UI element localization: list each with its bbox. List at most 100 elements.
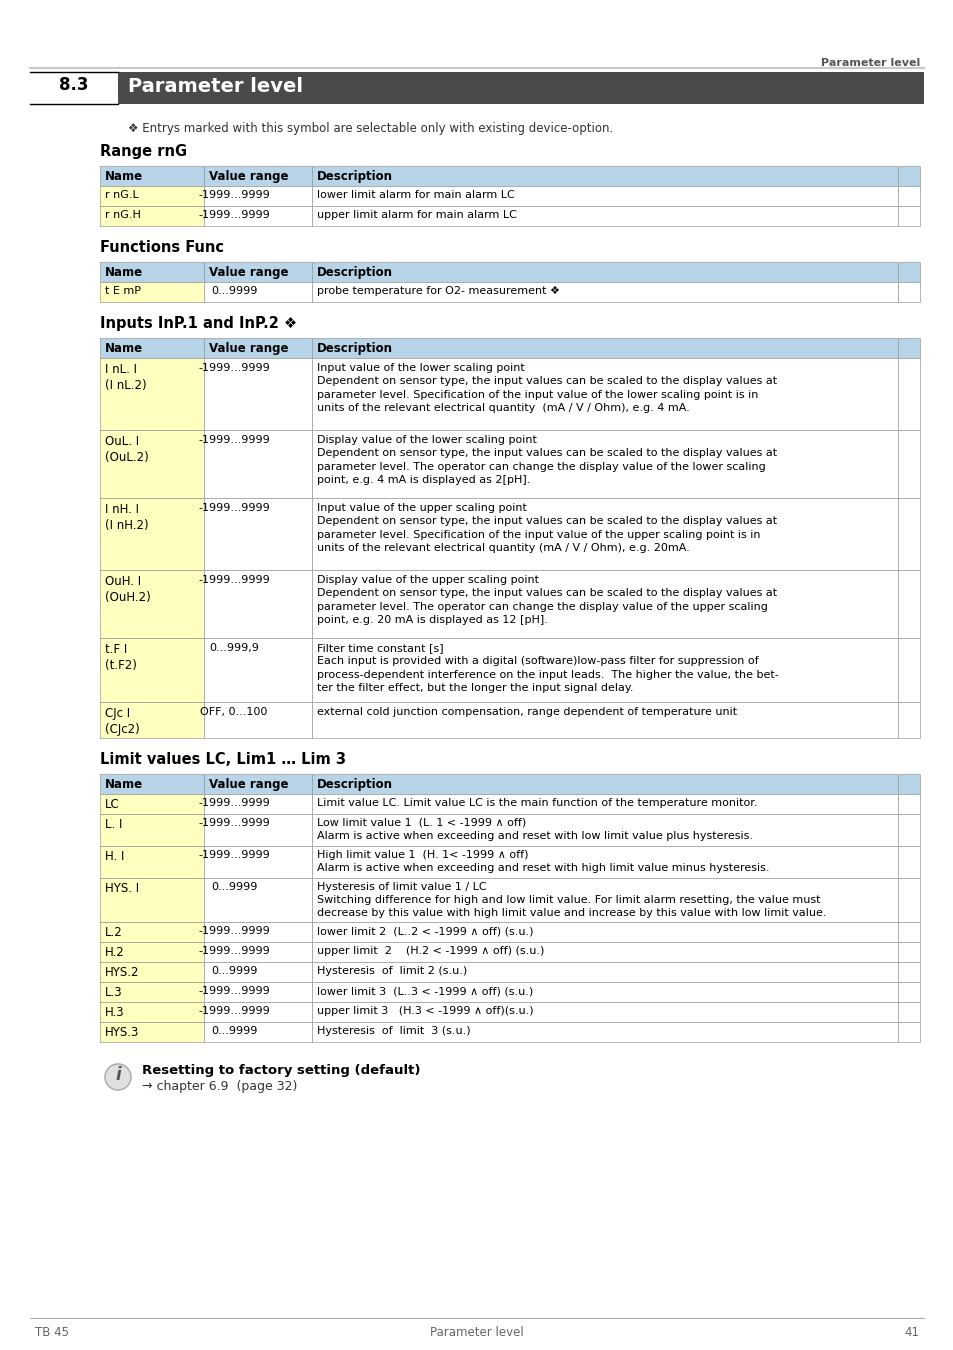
Bar: [204, 942, 312, 963]
Text: -1999...9999: -1999...9999: [198, 986, 270, 996]
Bar: [897, 358, 919, 431]
Text: Alarm is active when exceeding and reset with low limit value plus hysteresis.: Alarm is active when exceeding and reset…: [316, 832, 752, 841]
Text: Limit values LC, Lim1 … Lim 3: Limit values LC, Lim1 … Lim 3: [100, 752, 346, 767]
Text: High limit value 1  (H. 1< -1999 ∧ off): High limit value 1 (H. 1< -1999 ∧ off): [316, 850, 528, 860]
Bar: [204, 639, 312, 702]
Text: 0...9999: 0...9999: [211, 967, 257, 976]
Text: (CJc2): (CJc2): [105, 724, 139, 736]
Text: decrease by this value with high limit value and increase by this value with low: decrease by this value with high limit v…: [316, 909, 825, 918]
Bar: [100, 878, 204, 922]
Text: L. I: L. I: [105, 818, 122, 832]
Text: -1999...9999: -1999...9999: [198, 818, 270, 828]
Text: Low limit value 1  (L. 1 < -1999 ∧ off): Low limit value 1 (L. 1 < -1999 ∧ off): [316, 818, 526, 828]
Text: probe temperature for O2- measurement ❖: probe temperature for O2- measurement ❖: [316, 286, 559, 296]
Bar: [100, 498, 204, 570]
Bar: [312, 963, 897, 981]
Text: Hysteresis of limit value 1 / LC: Hysteresis of limit value 1 / LC: [316, 882, 486, 892]
Text: Value range: Value range: [209, 266, 288, 279]
Bar: [897, 814, 919, 846]
Bar: [312, 774, 897, 794]
Text: r nG.H: r nG.H: [105, 211, 141, 220]
Bar: [312, 639, 897, 702]
Text: OFF, 0...100: OFF, 0...100: [200, 707, 268, 717]
Text: Display value of the upper scaling point: Display value of the upper scaling point: [316, 575, 538, 585]
Bar: [100, 570, 204, 639]
Bar: [897, 166, 919, 186]
Text: H.3: H.3: [105, 1006, 125, 1019]
Bar: [204, 963, 312, 981]
Bar: [897, 1002, 919, 1022]
Text: ter the filter effect, but the longer the input signal delay.: ter the filter effect, but the longer th…: [316, 683, 633, 694]
Text: OuH. I: OuH. I: [105, 575, 141, 589]
Bar: [312, 570, 897, 639]
Bar: [204, 166, 312, 186]
Bar: [204, 794, 312, 814]
Text: (OuH.2): (OuH.2): [105, 591, 151, 603]
Bar: [312, 338, 897, 358]
Bar: [204, 262, 312, 282]
Text: (OuL.2): (OuL.2): [105, 451, 149, 464]
Text: Dependent on sensor type, the input values can be scaled to the display values a: Dependent on sensor type, the input valu…: [316, 517, 777, 526]
Text: Parameter level: Parameter level: [820, 58, 919, 68]
Text: 8.3: 8.3: [59, 76, 89, 95]
Text: Functions Func: Functions Func: [100, 240, 224, 255]
Bar: [100, 262, 204, 282]
Bar: [204, 981, 312, 1002]
Bar: [204, 186, 312, 207]
Bar: [100, 774, 204, 794]
Bar: [30, 72, 118, 104]
Text: (I nL.2): (I nL.2): [105, 379, 147, 391]
Bar: [100, 794, 204, 814]
Bar: [897, 794, 919, 814]
Bar: [312, 702, 897, 738]
Text: Limit value LC. Limit value LC is the main function of the temperature monitor.: Limit value LC. Limit value LC is the ma…: [316, 798, 757, 809]
Bar: [897, 498, 919, 570]
Text: point, e.g. 4 mA is displayed as 2[pH].: point, e.g. 4 mA is displayed as 2[pH].: [316, 475, 530, 486]
Bar: [312, 922, 897, 942]
Bar: [897, 774, 919, 794]
Text: point, e.g. 20 mA is displayed as 12 [pH].: point, e.g. 20 mA is displayed as 12 [pH…: [316, 616, 547, 625]
Bar: [100, 1022, 204, 1042]
Bar: [204, 774, 312, 794]
Bar: [312, 1022, 897, 1042]
Text: units of the relevant electrical quantity  (mA / V / Ohm), e.g. 4 mA.: units of the relevant electrical quantit…: [316, 404, 689, 413]
Bar: [204, 702, 312, 738]
Bar: [204, 498, 312, 570]
Text: Filter time constant [s]: Filter time constant [s]: [316, 643, 443, 653]
Text: Description: Description: [316, 266, 393, 279]
Text: → chapter 6.9  (page 32): → chapter 6.9 (page 32): [142, 1080, 297, 1094]
Bar: [100, 963, 204, 981]
Bar: [897, 431, 919, 498]
Bar: [312, 498, 897, 570]
Text: parameter level. Specification of the input value of the upper scaling point is : parameter level. Specification of the in…: [316, 531, 760, 540]
Bar: [312, 814, 897, 846]
Text: Alarm is active when exceeding and reset with high limit value minus hysteresis.: Alarm is active when exceeding and reset…: [316, 863, 769, 873]
Bar: [204, 1022, 312, 1042]
Text: Input value of the upper scaling point: Input value of the upper scaling point: [316, 504, 526, 513]
Text: H. I: H. I: [105, 850, 124, 863]
Text: -1999...9999: -1999...9999: [198, 575, 270, 585]
Text: Name: Name: [105, 778, 143, 791]
Text: HYS. I: HYS. I: [105, 882, 139, 895]
Bar: [100, 1002, 204, 1022]
Bar: [204, 922, 312, 942]
Text: i: i: [115, 1066, 121, 1084]
Bar: [312, 166, 897, 186]
Text: L.2: L.2: [105, 926, 123, 940]
Bar: [204, 1002, 312, 1022]
Bar: [897, 338, 919, 358]
Bar: [312, 981, 897, 1002]
Text: Resetting to factory setting (default): Resetting to factory setting (default): [142, 1064, 420, 1077]
Text: Parameter level: Parameter level: [128, 77, 303, 96]
Text: Dependent on sensor type, the input values can be scaled to the display values a: Dependent on sensor type, the input valu…: [316, 589, 777, 598]
Bar: [100, 846, 204, 878]
Text: OuL. I: OuL. I: [105, 435, 139, 448]
Bar: [30, 72, 923, 104]
Bar: [897, 981, 919, 1002]
Text: -1999...9999: -1999...9999: [198, 1006, 270, 1017]
Text: process-dependent interference on the input leads.  The higher the value, the be: process-dependent interference on the in…: [316, 670, 778, 680]
Text: LC: LC: [105, 798, 120, 811]
Text: lower limit 2  (L..2 < -1999 ∧ off) (s.u.): lower limit 2 (L..2 < -1999 ∧ off) (s.u.…: [316, 926, 533, 936]
Text: CJc I: CJc I: [105, 707, 130, 720]
Text: Input value of the lower scaling point: Input value of the lower scaling point: [316, 363, 524, 373]
